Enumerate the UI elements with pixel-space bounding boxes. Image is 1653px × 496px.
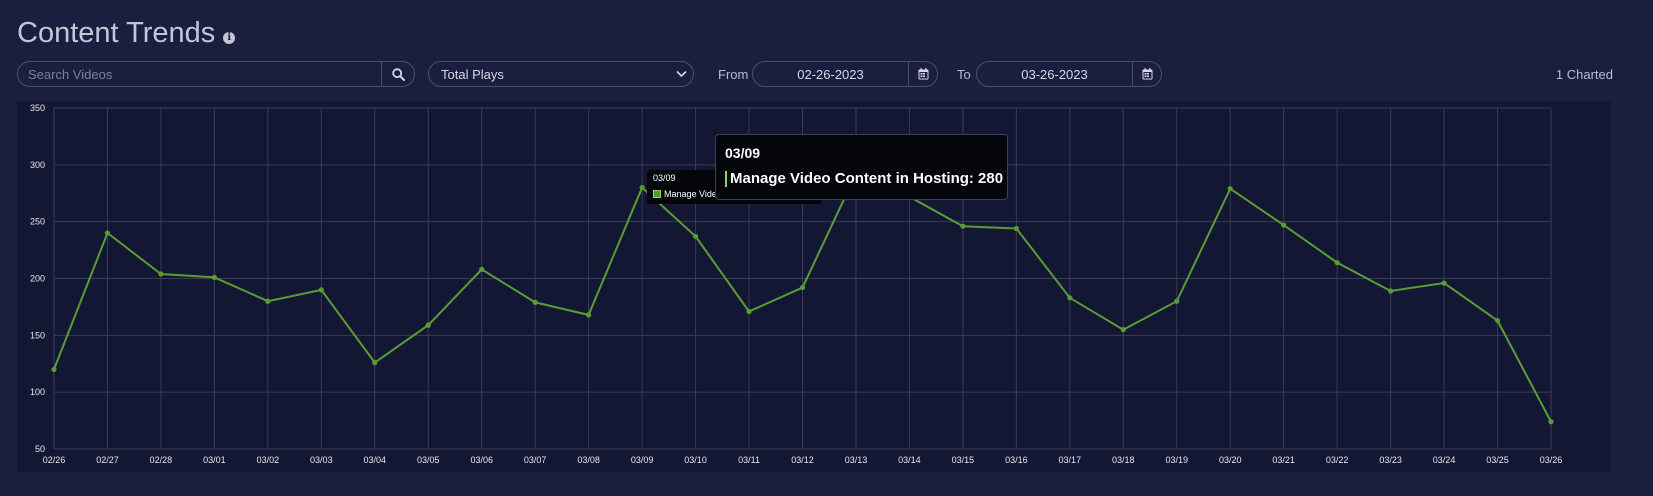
y-tick-label: 250 <box>30 217 45 227</box>
x-tick-label: 03/12 <box>791 455 814 465</box>
x-tick-label: 03/05 <box>417 455 440 465</box>
data-point[interactable] <box>318 287 324 293</box>
x-tick-label: 03/26 <box>1540 455 1563 465</box>
tooltip-label: Manage Video Content in Hosting: 280 <box>730 170 1004 187</box>
info-icon[interactable]: i <box>223 31 236 44</box>
trend-chart-svg[interactable]: 50 100 150 200 250 300 350 02/26 02/27 02/28 03/01… <box>17 101 1611 472</box>
tooltip-ghost-date: 03/09 <box>653 173 676 183</box>
y-tick-label: 50 <box>35 444 45 454</box>
calendar-icon <box>1142 68 1152 80</box>
x-tick-label: 03/25 <box>1486 455 1509 465</box>
to-label: To <box>957 67 971 82</box>
search-box <box>17 61 415 87</box>
x-tick-label: 03/22 <box>1326 455 1349 465</box>
data-point[interactable] <box>586 312 592 318</box>
data-point[interactable] <box>1334 259 1340 266</box>
to-calendar-button[interactable] <box>1132 62 1161 86</box>
calendar-icon <box>918 68 928 80</box>
data-point[interactable] <box>1013 225 1019 232</box>
x-tick-label: 03/10 <box>684 455 707 465</box>
data-point[interactable] <box>158 271 164 277</box>
x-tick-label: 03/09 <box>631 455 654 465</box>
data-point[interactable] <box>639 184 645 191</box>
to-date-value[interactable]: 03-26-2023 <box>1021 66 1088 82</box>
x-tick-label: 03/15 <box>952 455 975 465</box>
data-point[interactable] <box>265 298 271 304</box>
from-label: From <box>718 67 749 82</box>
data-point[interactable] <box>1120 327 1126 333</box>
data-point[interactable] <box>532 299 538 305</box>
x-tick-label: 03/21 <box>1272 455 1295 465</box>
x-tick-label: 03/08 <box>577 455 600 465</box>
x-tick-label: 03/06 <box>470 455 493 465</box>
data-point[interactable] <box>1281 222 1287 228</box>
x-tick-label: 02/26 <box>43 455 66 465</box>
search-input[interactable] <box>18 62 381 86</box>
x-tick-label: 03/13 <box>845 455 868 465</box>
from-date-field[interactable]: 02-26-2023 <box>752 61 938 87</box>
y-tick-label: 200 <box>30 274 45 284</box>
x-tick-label: 02/28 <box>150 455 173 465</box>
data-point[interactable] <box>425 322 431 328</box>
page-title: Content Trends i <box>17 17 236 50</box>
chevron-down-icon <box>676 70 687 78</box>
x-tick-label: 03/24 <box>1433 455 1456 465</box>
y-tick-label: 150 <box>30 330 45 340</box>
tooltip-ghost-label: Manage Vide <box>664 189 717 199</box>
data-point[interactable] <box>1227 186 1233 192</box>
y-tick-label: 300 <box>30 160 45 170</box>
data-point[interactable] <box>211 274 217 280</box>
x-tick-label: 03/20 <box>1219 455 1242 465</box>
x-tick-label: 03/03 <box>310 455 333 465</box>
data-point[interactable] <box>1494 317 1501 324</box>
x-tick-label: 03/04 <box>364 455 387 465</box>
data-point[interactable] <box>1388 288 1394 294</box>
from-date-value[interactable]: 02-26-2023 <box>797 66 864 82</box>
x-tick-label: 03/18 <box>1112 455 1135 465</box>
data-point[interactable] <box>51 366 57 373</box>
to-date-field[interactable]: 03-26-2023 <box>976 61 1162 87</box>
series-swatch <box>653 190 661 198</box>
data-point[interactable] <box>799 284 806 291</box>
tooltip-date: 03/09 <box>725 145 761 161</box>
chart-tooltip: 03/09 Manage Video Content in Hosting: 2… <box>715 134 1008 200</box>
data-point[interactable] <box>1067 295 1073 301</box>
x-tick-label: 03/23 <box>1379 455 1402 465</box>
y-tick-label: 100 <box>30 387 45 397</box>
data-point[interactable] <box>960 223 966 229</box>
x-tick-label: 03/16 <box>1005 455 1028 465</box>
data-point[interactable] <box>692 233 699 240</box>
series-swatch <box>725 170 727 187</box>
charted-count: 1 Charted <box>1555 67 1613 82</box>
data-point[interactable] <box>1548 419 1554 425</box>
x-tick-label: 03/17 <box>1059 455 1082 465</box>
metric-select-value: Total Plays <box>441 66 504 82</box>
data-point[interactable] <box>746 308 752 315</box>
x-tick-label: 03/11 <box>738 455 760 465</box>
data-point[interactable] <box>104 230 111 236</box>
x-tick-label: 03/07 <box>524 455 547 465</box>
x-tick-label: 03/02 <box>257 455 280 465</box>
page-title-text: Content Trends <box>17 17 216 49</box>
x-tick-label: 02/27 <box>96 455 119 465</box>
x-tick-label: 03/19 <box>1165 455 1188 465</box>
data-point[interactable] <box>1441 280 1447 286</box>
data-point[interactable] <box>1174 298 1180 304</box>
x-tick-label: 03/01 <box>203 455 226 465</box>
data-point[interactable] <box>479 266 485 273</box>
data-point[interactable] <box>372 360 378 366</box>
from-calendar-button[interactable] <box>908 62 937 86</box>
metric-select[interactable]: Total Plays <box>428 61 694 87</box>
search-icon <box>391 67 405 81</box>
search-button[interactable] <box>381 62 414 86</box>
x-tick-label: 03/14 <box>898 455 921 465</box>
y-tick-label: 350 <box>30 103 45 113</box>
